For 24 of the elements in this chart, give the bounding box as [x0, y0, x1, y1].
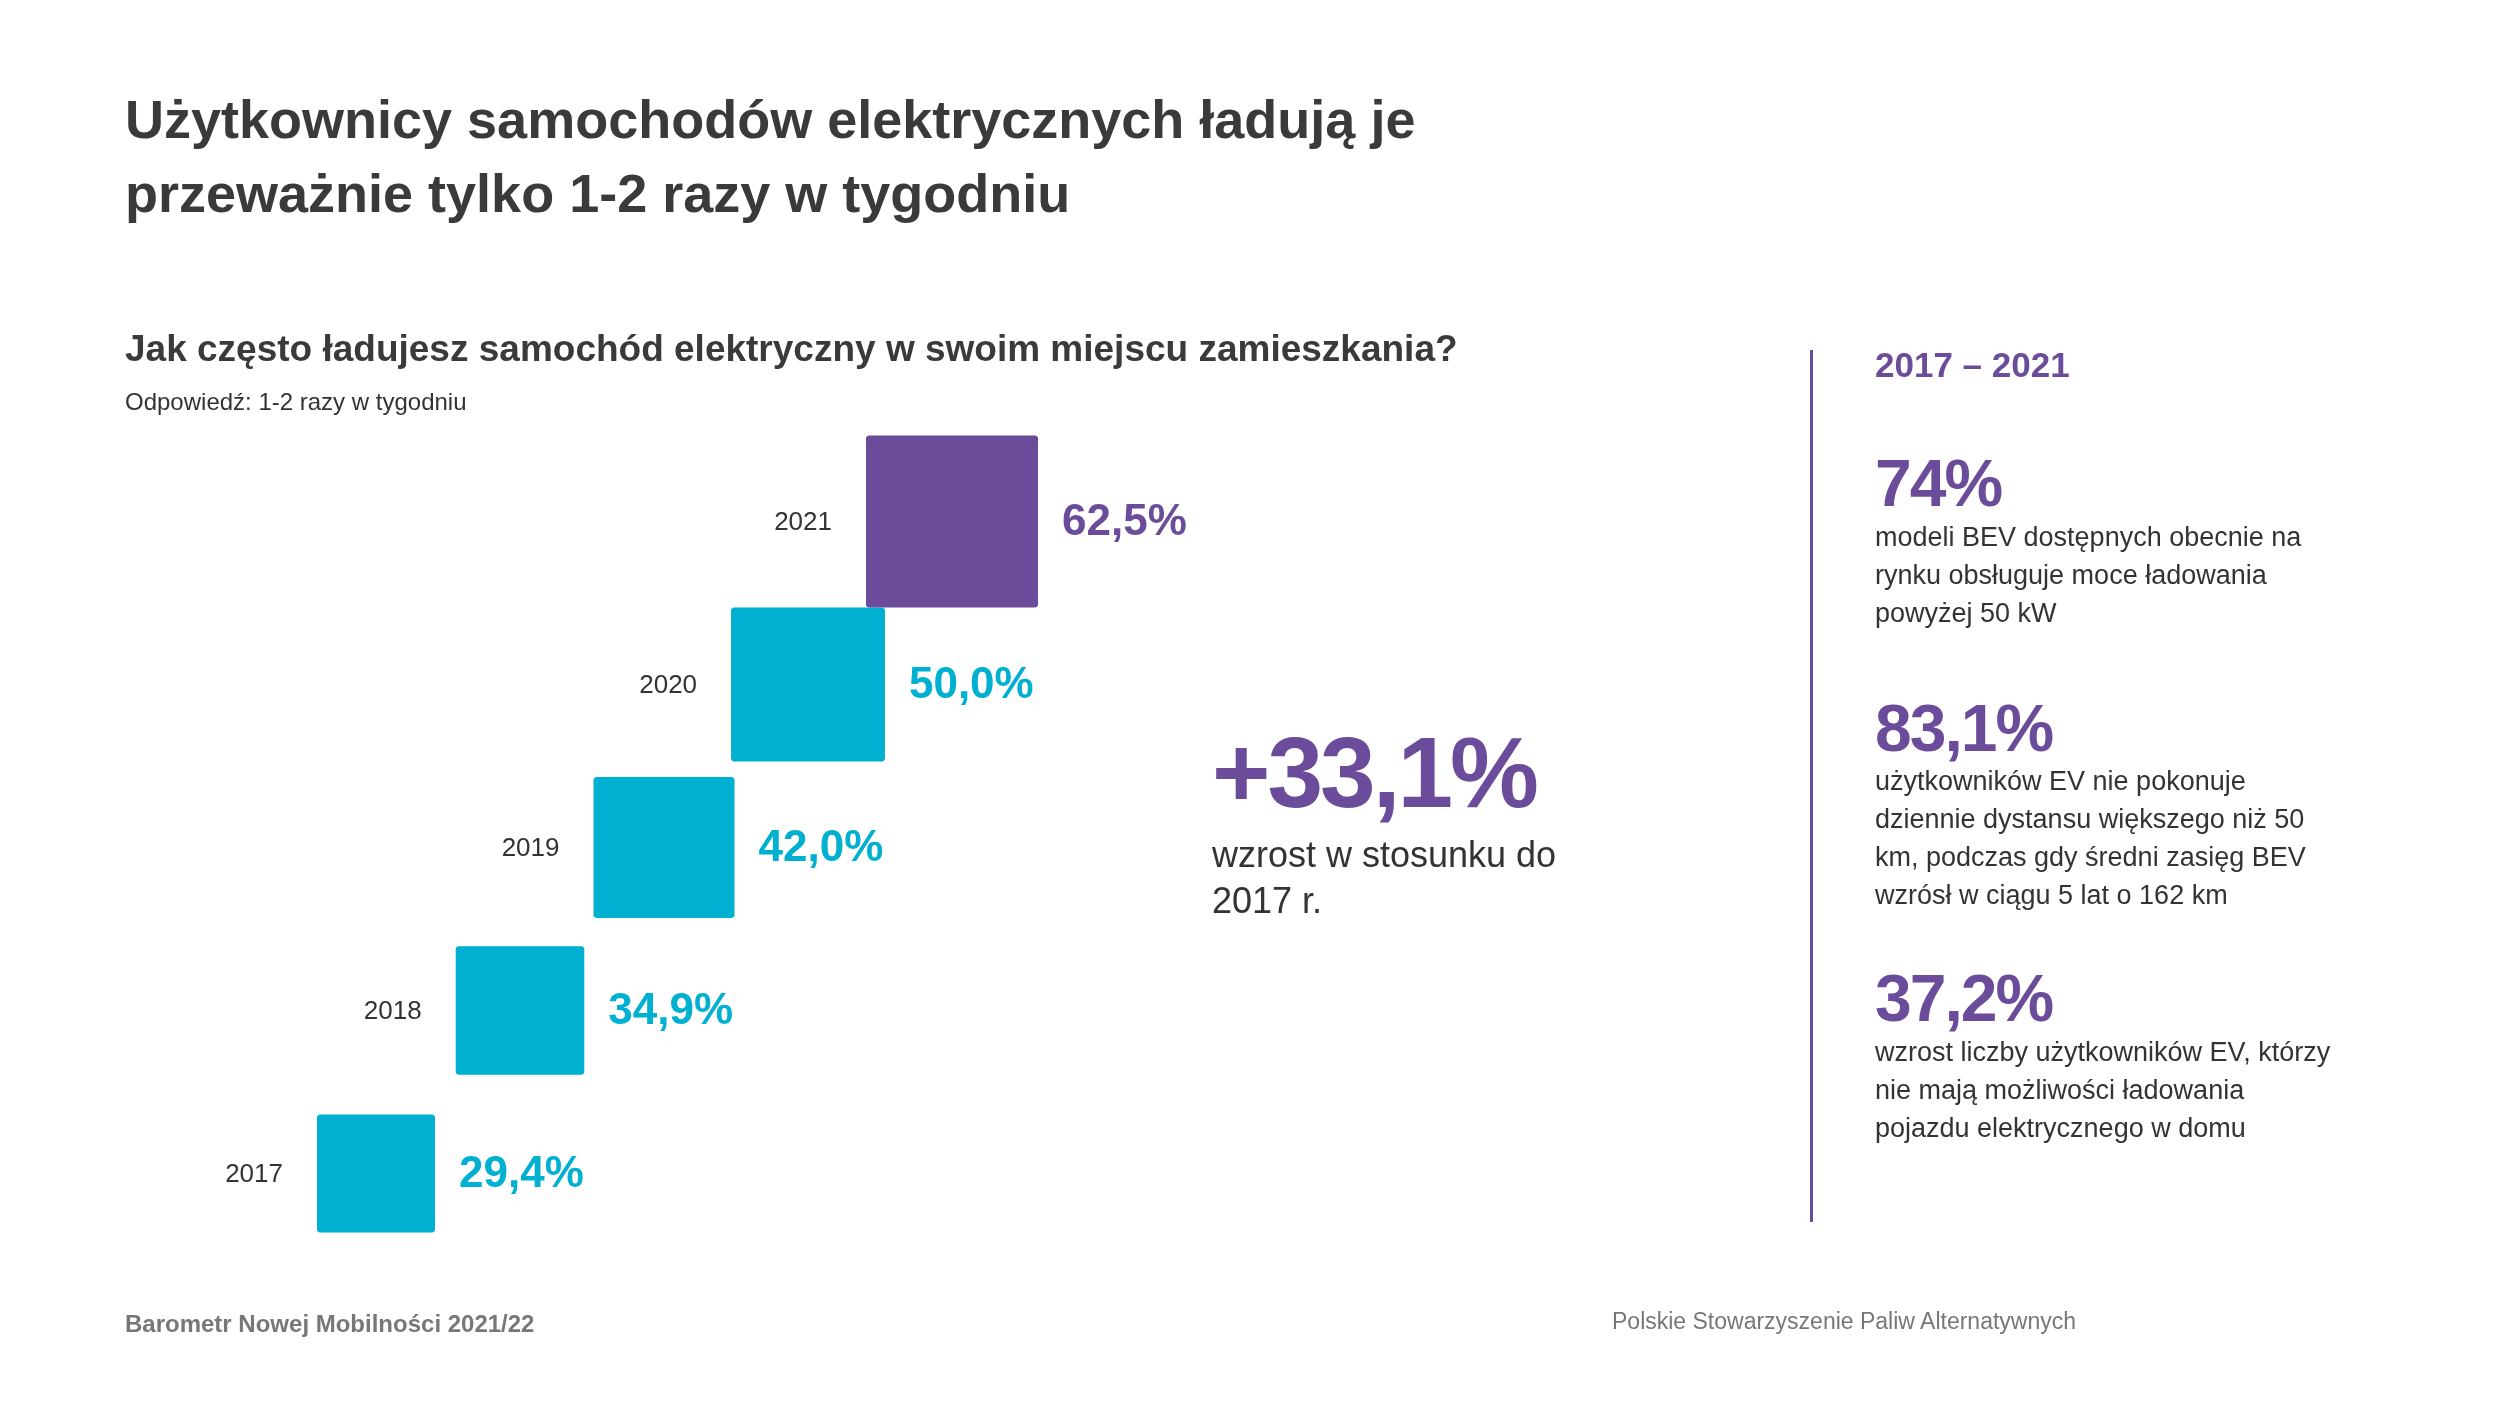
- text: +33,1%: [1212, 715, 1536, 830]
- category-label: 2019: [501, 831, 560, 862]
- data-label: 50,0%: [908, 657, 1034, 707]
- data-label: 62,5%: [1062, 494, 1187, 544]
- data-label: 34,9%: [608, 983, 734, 1033]
- text: Polskie Stowarzyszenie Paliw Alternatywnych: [1612, 1308, 2077, 1335]
- data-label: 29,4%: [459, 1146, 584, 1196]
- text: użytkowników EV nie pokonuje dziennie dystansu większego niż 50 km, podczas gdy średni zasięg BEV wzrósł w ciągu 5 lat o 162 km: [1875, 766, 2306, 910]
- text: Jak często ładujesz samochód elektryczny w swoim miejscu zamieszkania?: [125, 328, 1458, 370]
- text: wzrost liczby użytkowników EV, którzy nie mają możliwości ładowania pojazdu elektrycznego w domu: [1875, 1037, 2331, 1143]
- data-label: 42,0%: [758, 820, 884, 870]
- text: modeli BEV dostępnych obecnie na rynku obsługuje moce ładowania powyżej 50 kW: [1875, 522, 2302, 628]
- category-label: 2018: [363, 994, 422, 1025]
- text: 74%: [1875, 445, 2002, 521]
- text: 2017 – 2021: [1875, 345, 2070, 385]
- category-label: 2021: [774, 505, 832, 536]
- text: Barometr Nowej Mobilności 2021/22: [125, 1310, 535, 1338]
- text: Użytkownicy samochodów elektrycznych ładują je przeważnie tylko 1-2 razy w tygodniu: [125, 88, 1417, 225]
- text: 37,2%: [1875, 960, 2053, 1036]
- category-label: 2020: [639, 668, 698, 699]
- category-label: 2017: [225, 1157, 283, 1188]
- text: wzrost w stosunku do 2017 r.: [1212, 833, 1558, 923]
- text: 83,1%: [1875, 690, 2053, 766]
- text: Odpowiedź: 1-2 razy w tygodniu: [125, 388, 467, 416]
